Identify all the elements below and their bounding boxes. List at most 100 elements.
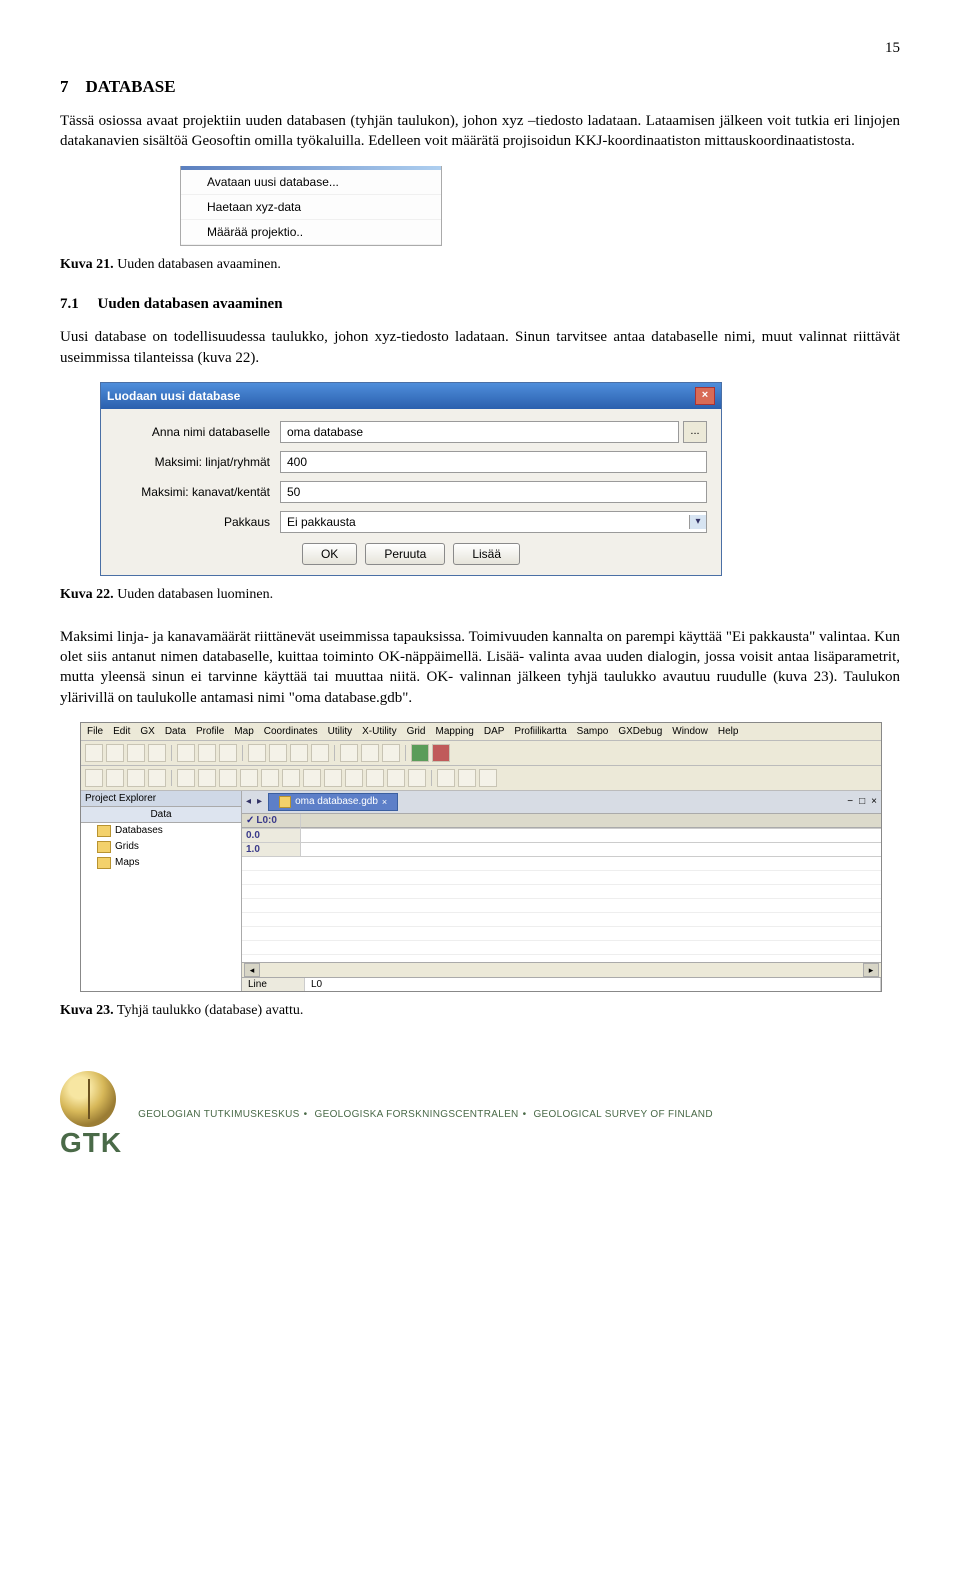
menu-help[interactable]: Help: [718, 726, 739, 737]
close-tab-icon[interactable]: ×: [382, 797, 387, 807]
toolbar-icon[interactable]: [382, 744, 400, 762]
toolbar-icon[interactable]: [85, 769, 103, 787]
menu-item-fetch-xyz[interactable]: Haetaan xyz-data: [181, 195, 441, 220]
toolbar-icon[interactable]: [361, 744, 379, 762]
menu-item-new-db[interactable]: Avataan uusi database...: [181, 170, 441, 195]
h-scrollbar[interactable]: ◂ ▸: [242, 962, 881, 977]
spreadsheet[interactable]: L0:0 0.0 1.0: [242, 814, 881, 962]
menu-coords[interactable]: Coordinates: [264, 726, 318, 737]
toolbar-icon[interactable]: [240, 769, 258, 787]
toolbar-icon[interactable]: [85, 744, 103, 762]
toolbar-icon[interactable]: [311, 744, 329, 762]
menu-gx[interactable]: GX: [140, 726, 154, 737]
section-heading: 7 DATABASE: [60, 77, 900, 97]
toolbar-icon[interactable]: [345, 769, 363, 787]
toolbar-icon[interactable]: [408, 769, 426, 787]
toolbar-icon[interactable]: [127, 744, 145, 762]
tab-prev-icon[interactable]: ◂: [246, 796, 251, 807]
tree-grids[interactable]: Grids: [81, 839, 241, 855]
menu-item-set-projection[interactable]: Määrää projektio..: [181, 220, 441, 245]
footer-text: GEOLOGIAN TUTKIMUSKESKUS• GEOLOGISKA FOR…: [138, 1109, 713, 1120]
menu-grid[interactable]: Grid: [407, 726, 426, 737]
toolbar-icon[interactable]: [340, 744, 358, 762]
menu-data[interactable]: Data: [165, 726, 186, 737]
row-header[interactable]: 0.0: [242, 829, 301, 842]
menu-window[interactable]: Window: [672, 726, 708, 737]
toolbar-icon[interactable]: [437, 769, 455, 787]
figure-21-caption: Kuva 21. Uuden databasen avaaminen.: [60, 256, 900, 275]
toolbar-icon[interactable]: [282, 769, 300, 787]
toolbar-icon[interactable]: [198, 744, 216, 762]
close-icon[interactable]: ×: [871, 796, 877, 807]
browse-button[interactable]: ...: [683, 421, 707, 443]
menu-map[interactable]: Map: [234, 726, 253, 737]
toolbar-icon[interactable]: [269, 744, 287, 762]
figure-23-caption: Kuva 23. Tyhjä taulukko (database) avatt…: [60, 1002, 900, 1021]
gtk-wordmark: GTK: [60, 1127, 122, 1159]
toolbar-icon[interactable]: [219, 744, 237, 762]
menu-profile[interactable]: Profile: [196, 726, 224, 737]
menu-file[interactable]: File: [87, 726, 103, 737]
menu-dap[interactable]: DAP: [484, 726, 505, 737]
toolbar-icon[interactable]: [127, 769, 145, 787]
toolbar-icon[interactable]: [458, 769, 476, 787]
max-icon[interactable]: □: [859, 796, 865, 807]
subsection-number: 7.1: [60, 296, 79, 312]
figure-22-caption: Kuva 22. Uuden databasen luominen.: [60, 586, 900, 605]
min-icon[interactable]: −: [847, 796, 853, 807]
page-footer: GTK GEOLOGIAN TUTKIMUSKESKUS• GEOLOGISKA…: [60, 1071, 900, 1159]
menu-gxdebug[interactable]: GXDebug: [618, 726, 662, 737]
toolbar-icon[interactable]: [479, 769, 497, 787]
scroll-left-icon[interactable]: ◂: [244, 963, 260, 977]
menu-mapping[interactable]: Mapping: [435, 726, 473, 737]
toolbar-icon[interactable]: [432, 744, 450, 762]
toolbar-icon[interactable]: [177, 769, 195, 787]
toolbar-row-2: [81, 766, 881, 791]
cancel-button[interactable]: Peruuta: [365, 543, 445, 565]
toolbar-icon[interactable]: [177, 744, 195, 762]
close-icon[interactable]: ×: [695, 387, 715, 405]
toolbar-icon[interactable]: [411, 744, 429, 762]
toolbar-icon[interactable]: [366, 769, 384, 787]
menu-utility[interactable]: Utility: [328, 726, 352, 737]
toolbar-icon[interactable]: [148, 744, 166, 762]
toolbar-icon[interactable]: [324, 769, 342, 787]
label-max-lines: Maksimi: linjat/ryhmät: [115, 455, 280, 469]
menu-profiilikartta[interactable]: Profiilikartta: [514, 726, 566, 737]
toolbar-icon[interactable]: [387, 769, 405, 787]
project-explorer: Project Explorer Data Databases Grids Ma…: [81, 791, 242, 991]
toolbar-icon[interactable]: [106, 769, 124, 787]
toolbar-icon[interactable]: [248, 744, 266, 762]
input-max-lines[interactable]: 400: [280, 451, 707, 473]
scroll-right-icon[interactable]: ▸: [863, 963, 879, 977]
toolbar-icon[interactable]: [303, 769, 321, 787]
status-label: Line: [242, 978, 305, 991]
menu-edit[interactable]: Edit: [113, 726, 130, 737]
tab-database[interactable]: oma database.gdb ×: [268, 793, 398, 811]
toolbar-icon[interactable]: [148, 769, 166, 787]
toolbar-icon[interactable]: [290, 744, 308, 762]
toolbar-icon[interactable]: [106, 744, 124, 762]
section-number: 7: [60, 77, 69, 96]
row-header[interactable]: 1.0: [242, 843, 301, 856]
tree-maps[interactable]: Maps: [81, 855, 241, 871]
dialog-titlebar: Luodaan uusi database ×: [101, 383, 721, 409]
toolbar-icon[interactable]: [198, 769, 216, 787]
ok-button[interactable]: OK: [302, 543, 357, 565]
tree-databases[interactable]: Databases: [81, 823, 241, 839]
select-compression[interactable]: Ei pakkausta ▾: [280, 511, 707, 533]
menu-xutility[interactable]: X-Utility: [362, 726, 396, 737]
toolbar-icon[interactable]: [261, 769, 279, 787]
input-db-name[interactable]: oma database: [280, 421, 679, 443]
menu-sampo[interactable]: Sampo: [577, 726, 609, 737]
row-header[interactable]: L0:0: [242, 814, 301, 828]
status-bar: Line L0: [242, 977, 881, 991]
input-max-channels[interactable]: 50: [280, 481, 707, 503]
dialog-title: Luodaan uusi database: [107, 389, 240, 403]
figure-23-app: File Edit GX Data Profile Map Coordinate…: [80, 722, 882, 992]
more-button[interactable]: Lisää: [453, 543, 520, 565]
subsection-title: Uuden databasen avaaminen: [98, 296, 283, 312]
tab-next-icon[interactable]: ▸: [257, 796, 262, 807]
intro-paragraph: Tässä osiossa avaat projektiin uuden dat…: [60, 111, 900, 152]
toolbar-icon[interactable]: [219, 769, 237, 787]
